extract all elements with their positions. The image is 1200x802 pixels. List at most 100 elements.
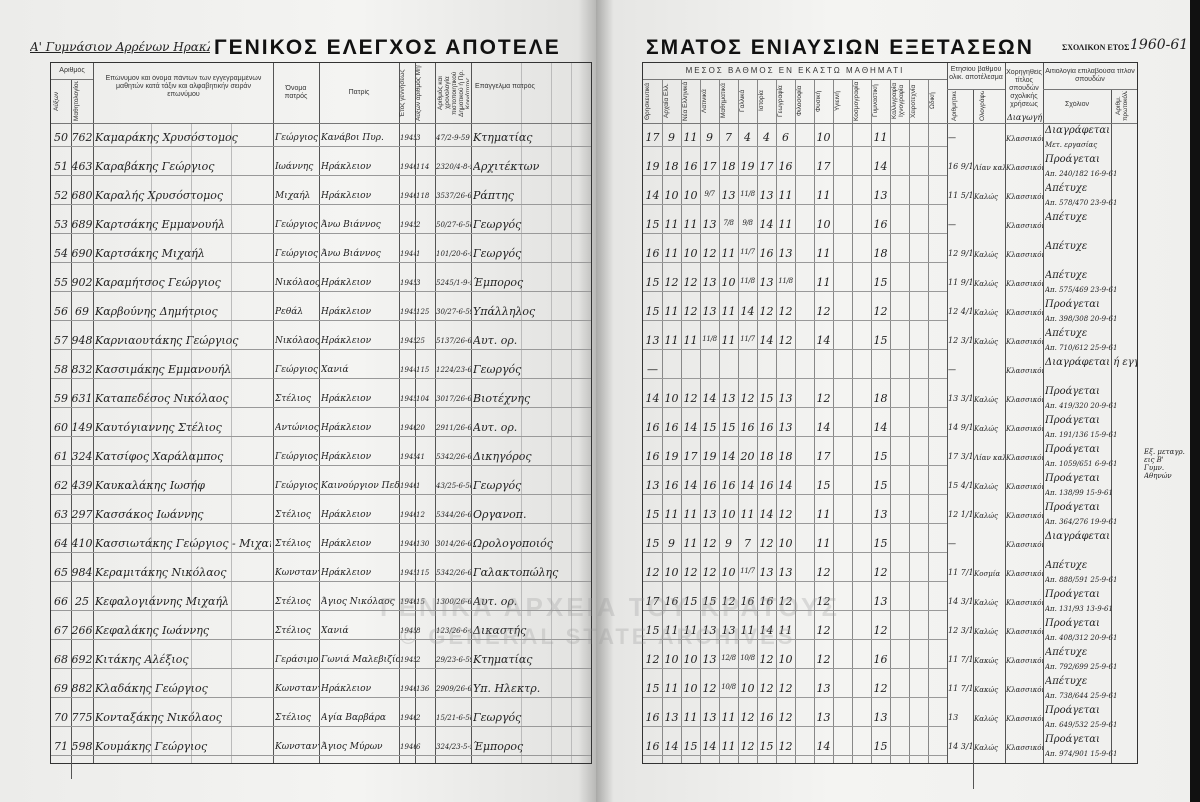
row-underline: [643, 610, 947, 611]
grade-6: 7: [744, 537, 751, 550]
grade-6: 14: [740, 479, 755, 492]
right-title: ΣΜΑΤΟΣ ΕΝΙΑΥΣΙΩΝ ΕΞΕΤΑΣΕΩΝ: [646, 36, 1034, 59]
row-number: 58: [54, 363, 68, 376]
grade-1: 13: [645, 334, 660, 347]
table-row: 64 410 Κασσιωτάκης Γεώργιος - Μιχαήλ Στέλιο…: [51, 529, 591, 558]
student-name: Κουμάκης Γεώργιος: [95, 740, 208, 753]
column-divider: [1005, 63, 1006, 763]
grade-1: 13: [645, 479, 660, 492]
grade-3: 11: [683, 508, 698, 521]
birth-year: 1945: [400, 656, 416, 664]
column-divider: [833, 79, 834, 763]
row-underline: [643, 494, 947, 495]
municipal-cert: 3014/26-6-59: [436, 540, 471, 548]
grade-4: 13: [702, 653, 717, 666]
grade-5: 10/8: [721, 683, 736, 691]
father-occupation: Υπάλληλος: [473, 305, 536, 318]
protocol-ref: Απ. 138/99 15-9-61: [1045, 489, 1113, 497]
register-number: 25: [75, 595, 89, 608]
grade-5: 11: [721, 334, 736, 347]
municipal-cert: 30/27-6-59: [436, 308, 471, 316]
grade-1: 15: [645, 305, 660, 318]
grade-13: 15: [873, 537, 888, 550]
average-written: Καλώς: [974, 251, 999, 259]
grade-1: 16: [645, 450, 660, 463]
grade-8: 16: [778, 160, 793, 173]
municipal-cert: 1300/26-6-59: [436, 598, 471, 606]
row-number: 67: [54, 624, 68, 637]
grade-10: 15: [816, 479, 831, 492]
grade-8: 13: [778, 566, 793, 579]
student-register-table: Αριθμός Αύξων Μαθητολογίου Επώνυμον και όνο…: [50, 62, 592, 779]
grade-4: 16: [702, 479, 717, 492]
father-occupation: Ωρολογοποιός: [473, 537, 553, 550]
grade-4: 12: [702, 537, 717, 550]
title-granted: Κλασσικόν: [1006, 309, 1043, 317]
row-underline: [643, 378, 947, 379]
grade-3: 11: [683, 334, 698, 347]
table-row: 59 631 Καταπεδέσος Νικόλαος Στέλιος Ηράκλειο…: [51, 384, 591, 413]
row-number: 57: [54, 334, 68, 347]
birthplace: Ηράκλειον: [321, 510, 372, 520]
father-name: Μιχαήλ: [275, 191, 311, 201]
student-name: Καυτόγιαννης Στέλιος: [95, 421, 222, 434]
grade-3: 11: [683, 624, 698, 637]
registry-number: 3: [416, 134, 421, 142]
row-number: 70: [54, 711, 68, 724]
result-note: Διαγράφεται ή εγγρ.: [1045, 357, 1137, 368]
row-underline: [643, 233, 947, 234]
father-name: Κωνσταντίνος: [275, 742, 319, 752]
school-note: Α' Γυμνάσιον Αρρένων Ηρακλείου: [30, 40, 210, 54]
average-numeric: —: [948, 365, 956, 374]
grade-6: 14: [740, 305, 755, 318]
average-written: Καλώς: [974, 512, 999, 520]
header-birth-year: Έτος γεννήσεως: [399, 69, 406, 117]
row-underline: [51, 407, 591, 408]
father-name: Γεώργιος: [275, 365, 319, 375]
municipal-cert: 1224/23-6-59: [436, 366, 471, 374]
grade-3: 10: [683, 189, 698, 202]
grade-7: 16: [759, 595, 774, 608]
column-divider: [273, 63, 274, 763]
title-granted: Κλασσικόν: [1006, 164, 1043, 172]
result-note: Απέτυχε: [1045, 676, 1088, 687]
birthplace: Γωνιά Μαλεβιζίου: [321, 655, 399, 665]
register-number: 882: [71, 682, 93, 695]
grade-13: 14: [873, 160, 888, 173]
grade-10: 14: [816, 421, 831, 434]
grade-5: 18: [721, 160, 736, 173]
average-numeric: —: [948, 133, 956, 142]
result-note: Προάγεται: [1045, 299, 1100, 310]
row-underline: [643, 146, 947, 147]
father-occupation: Γεωργός: [473, 479, 522, 492]
register-number: 631: [71, 392, 93, 405]
student-name: Καραβάκης Γεώργιος: [95, 160, 215, 173]
table-row: 61 324 Κατσίφος Χαράλαμπος Γεώργιος Ηράκλειο…: [51, 442, 591, 471]
father-occupation: Βιοτέχνης: [473, 392, 531, 405]
grade-2: 10: [664, 189, 679, 202]
table-row: 15 11 10 12 10/8 10 12 12 13 12 11 7/10Κακώς Κλασσι…: [643, 674, 1137, 703]
grade-1: 19: [645, 160, 660, 173]
grade-6: 11: [740, 624, 755, 637]
student-name: Καρτσάκης Εμμανουήλ: [95, 218, 225, 231]
municipal-cert: 2909/26-6-59: [436, 685, 471, 693]
grade-5: 13: [721, 189, 736, 202]
registry-number: 1: [416, 250, 421, 258]
column-divider: [871, 79, 872, 763]
grade-2: 11: [664, 305, 679, 318]
row-number: 54: [54, 247, 68, 260]
header-title-granted: Χορηγηθείς τίτλος σπουδών σχολικής χρήσε…: [1006, 69, 1042, 108]
result-note: Προάγεται: [1045, 734, 1100, 745]
grade-10: 14: [816, 740, 831, 753]
grade-4: 13: [702, 305, 717, 318]
average-numeric: 14 3/10: [948, 597, 974, 606]
grade-4: 17: [702, 160, 717, 173]
grade-10: 12: [816, 653, 831, 666]
grade-5: 13: [721, 392, 736, 405]
column-divider: [471, 63, 472, 763]
birthplace: Ηράκλειον: [321, 452, 372, 462]
header-father: Όνομα πατρός: [284, 85, 308, 100]
average-written: Καλώς: [974, 280, 999, 288]
